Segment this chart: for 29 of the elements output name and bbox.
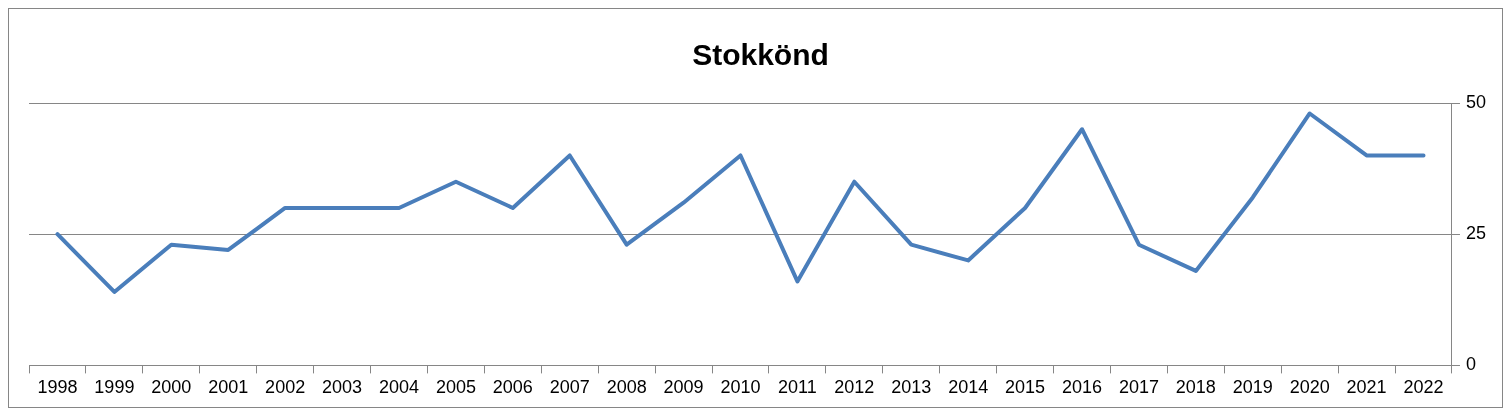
- x-tick-label: 2022: [1403, 377, 1444, 398]
- x-tick-label: 2003: [322, 377, 363, 398]
- x-tick-label: 2005: [435, 377, 476, 398]
- x-tick-label: 2015: [1005, 377, 1046, 398]
- x-tick-label: 2020: [1289, 377, 1330, 398]
- x-tick-label: 2004: [378, 377, 419, 398]
- x-tick-label: 1999: [94, 377, 135, 398]
- x-tick-label: 2018: [1175, 377, 1216, 398]
- x-tick-label: 1998: [37, 377, 78, 398]
- x-tick-label: 2008: [606, 377, 647, 398]
- x-tick-label: 2011: [778, 377, 817, 398]
- y-tick-label: 50: [1465, 91, 1487, 112]
- x-tick-label: 2016: [1061, 377, 1103, 398]
- x-tick-label: 2014: [948, 377, 989, 398]
- x-tick-label: 2013: [891, 377, 932, 398]
- x-tick-label: 2006: [492, 377, 533, 398]
- x-tick-label: 2009: [663, 377, 704, 398]
- x-tick-label: 2017: [1118, 377, 1159, 398]
- x-tick-label: 2007: [549, 377, 590, 398]
- x-tick-label: 2000: [151, 377, 192, 398]
- x-tick-label: 2021: [1346, 377, 1387, 398]
- y-tick-label: 25: [1465, 223, 1487, 244]
- y-tick-label: 0: [1465, 354, 1476, 375]
- chart-title: Stokkönd: [692, 38, 829, 72]
- x-tick-label: 2019: [1232, 377, 1273, 398]
- x-tick-label: 2002: [265, 377, 306, 398]
- x-tick-label: 2010: [720, 377, 761, 398]
- x-tick-label: 2012: [834, 377, 875, 398]
- x-tick-label: 2001: [208, 377, 249, 398]
